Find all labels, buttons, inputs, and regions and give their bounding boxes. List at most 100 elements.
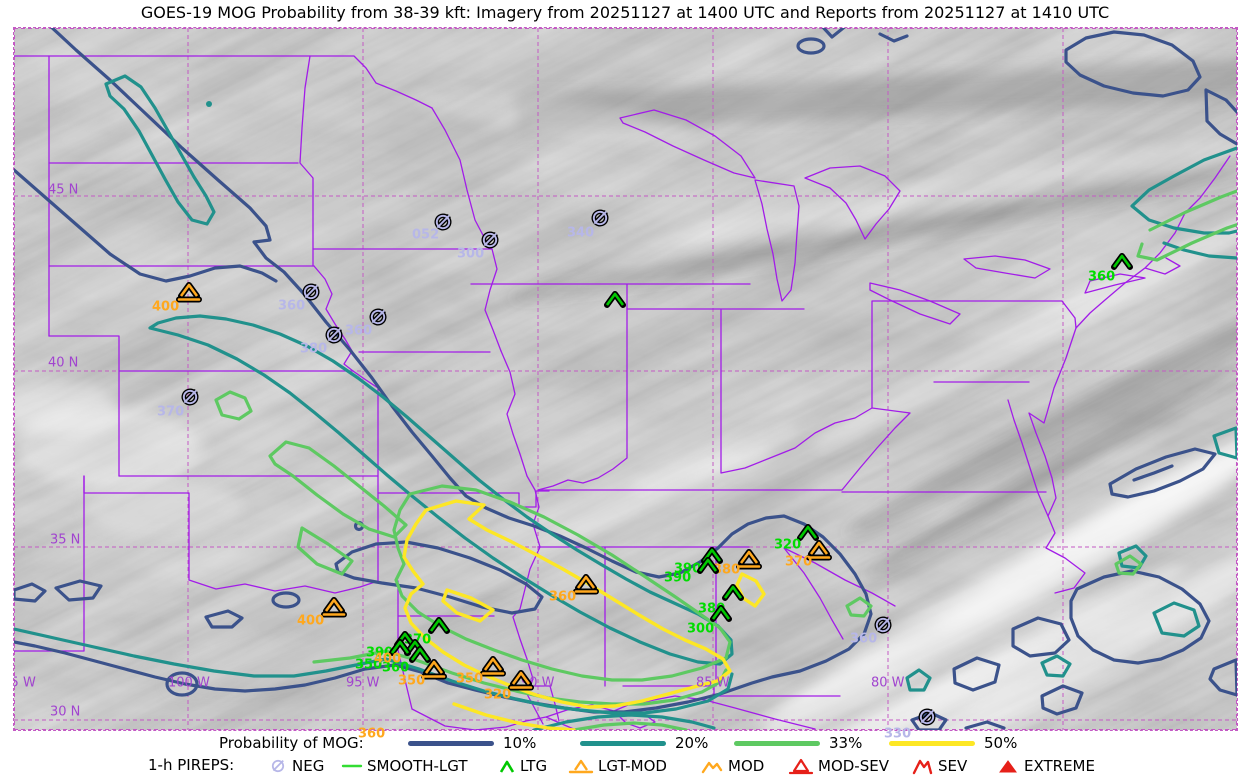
pirep-flight-level-label: 360 <box>850 631 878 647</box>
mod-icon <box>701 761 723 774</box>
smooth-lgt-icon <box>341 764 363 768</box>
pirep-lgt-mod-symbol <box>175 280 202 306</box>
pirep-mod-sev-label: MOD-SEV <box>818 757 889 775</box>
map-graphics <box>14 28 1237 730</box>
pirep-neg-label: NEG <box>292 757 325 775</box>
legend-item-mod-sev: MOD-SEV <box>788 757 889 775</box>
pirep-neg-symbol <box>914 704 940 730</box>
ltg-icon <box>499 760 515 773</box>
probability-legend: Probability of MOG: 10% 20% 33% 50% <box>0 733 1250 753</box>
pirep-ltg-symbol <box>708 601 734 627</box>
pirep-neg-symbol <box>430 209 456 235</box>
pirep-sev-label: SEV <box>938 757 968 775</box>
pirep-flight-level-label: 390 <box>674 561 702 577</box>
pirep-flight-level-label: 380 <box>300 341 328 357</box>
pirep-lgt-mod-label: LGT-MOD <box>598 757 667 775</box>
pirep-neg-symbol <box>477 227 503 253</box>
grid-label: 45 N <box>48 182 79 198</box>
pirep-ltg-symbol <box>720 580 746 606</box>
contour-10pct <box>14 28 1237 730</box>
pirep-legend: 1-h PIREPS: NEG SMOOTH-LGT LTG <box>0 755 1250 777</box>
pirep-neg-symbol <box>365 304 391 330</box>
pirep-lgt-mod-symbol <box>320 595 347 621</box>
grid-label: 80 W <box>871 675 905 691</box>
pirep-flight-level-label: 320 <box>484 687 512 703</box>
grid-label: 100 W <box>168 675 210 691</box>
legend-item-20pct: 20% <box>580 734 708 752</box>
pirep-flight-level-label: 300 <box>457 246 485 262</box>
contour-edge-label: 400 <box>374 651 402 667</box>
pirep-ltg-symbol <box>1109 249 1135 275</box>
pirep-ltg-label: LTG <box>520 757 548 775</box>
pirep-lgt-mod-symbol <box>479 654 506 680</box>
pirep-ltg-symbol <box>795 520 821 546</box>
pirep-legend-label: 1-h PIREPS: <box>148 756 235 774</box>
legend-item-extreme: EXTREME <box>996 757 1095 775</box>
pirep-mod-label: MOD <box>728 757 765 775</box>
pirep-lgt-mod-symbol <box>735 547 762 573</box>
pirep-flight-level-label: 390 <box>366 645 394 661</box>
prob-50-line-swatch <box>889 740 975 746</box>
prob-10-line-swatch <box>408 740 494 746</box>
legend-item-sev: SEV <box>910 757 967 775</box>
pirep-neg-symbol <box>298 279 324 305</box>
legend-item-neg: NEG <box>268 756 324 776</box>
grid-label: 30 N <box>50 704 81 720</box>
grid-label: 85 W <box>696 675 730 691</box>
pirep-flight-level-label: 340 <box>567 225 595 241</box>
probability-legend-label: Probability of MOG: <box>219 734 364 752</box>
pirep-flight-level-label: 360 <box>278 298 306 314</box>
satellite-texture <box>14 28 1237 730</box>
prob-10-label: 10% <box>503 734 537 752</box>
legend-item-smooth-lgt: SMOOTH-LGT <box>341 757 468 775</box>
pirep-flight-level-label: 380 <box>713 562 741 578</box>
prob-20-line-swatch <box>580 740 666 746</box>
legend-item-33pct: 33% <box>734 734 862 752</box>
pirep-neg-symbol <box>870 612 896 638</box>
pirep-flight-level-label: 360 <box>549 589 577 605</box>
pirep-flight-level-label: 320 <box>774 537 802 553</box>
pirep-lgt-mod-symbol <box>805 538 832 564</box>
pirep-smooth-lgt-label: SMOOTH-LGT <box>367 757 468 775</box>
pirep-flight-level-label: 400 <box>297 613 325 629</box>
legend-item-ltg: LTG <box>498 757 547 775</box>
legend-item-mod: MOD <box>700 757 764 775</box>
pirep-lgt-mod-symbol <box>507 668 534 694</box>
legend-item-50pct: 50% <box>889 734 1017 752</box>
pirep-flight-level-label: 350 <box>456 671 484 687</box>
pirep-lgt-mod-symbol <box>420 657 447 683</box>
pirep-neg-symbol <box>321 322 347 348</box>
pirep-flight-level-label: 360 <box>345 323 373 339</box>
pirep-ltg-symbol <box>602 287 628 313</box>
pirep-flight-level-label: 370 <box>785 554 813 570</box>
pirep-neg-symbol <box>587 205 613 231</box>
prob-33-label: 33% <box>829 734 863 752</box>
pirep-flight-level-label: 370 <box>157 404 185 420</box>
prob-33-line-swatch <box>734 740 820 746</box>
pirep-flight-level-label: 390 <box>664 570 692 586</box>
pirep-ltg-symbol <box>695 553 721 579</box>
prob-50-label: 50% <box>984 734 1018 752</box>
pirep-neg-symbol <box>177 384 203 410</box>
pirep-lgt-mod-symbol <box>572 572 599 598</box>
pirep-extreme-label: EXTREME <box>1024 757 1095 775</box>
pirep-flight-level-label: 360 <box>382 660 410 676</box>
prob-20-label: 20% <box>675 734 709 752</box>
pirep-flight-level-label: 350 <box>398 673 426 689</box>
pirep-layer: 052 300 340 360 360 380 370 <box>14 28 1237 730</box>
pirep-flight-level-label: 052 <box>412 227 440 243</box>
lgt-mod-icon <box>568 759 594 774</box>
pirep-ltg-symbol <box>387 635 413 661</box>
pirep-ltg-symbol <box>426 613 452 639</box>
grid-label: 40 N <box>48 355 79 371</box>
mod-sev-icon <box>788 758 814 775</box>
pirep-flight-level-label: 300 <box>687 621 715 637</box>
grid-label: 105 W <box>14 675 36 691</box>
grid-label: 95 W <box>346 675 380 691</box>
pirep-flight-level-label: 350 <box>355 657 383 673</box>
legend-item-lgt-mod: LGT-MOD <box>568 757 667 775</box>
pirep-ltg-symbol <box>407 642 433 668</box>
